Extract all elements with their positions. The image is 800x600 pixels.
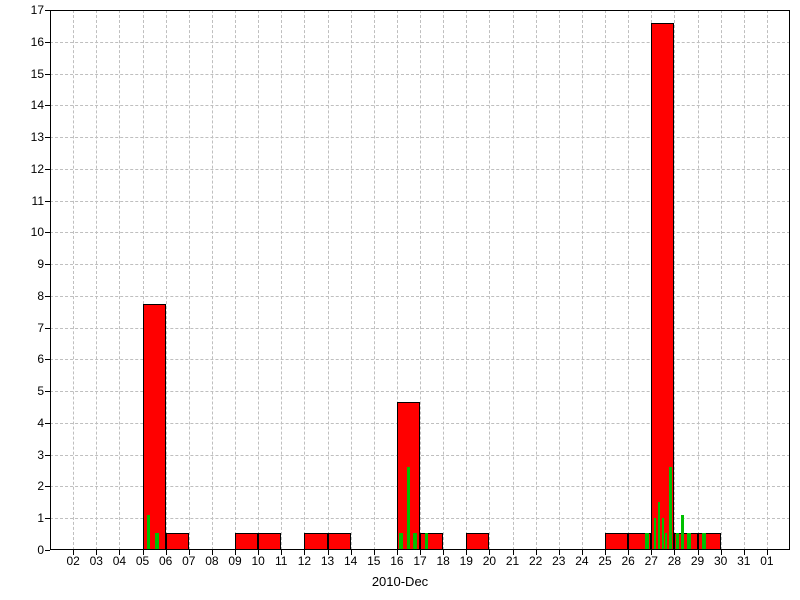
y-tick-label: 4 [37,416,50,430]
x-tick-label: 27 [645,550,658,568]
x-tick-label: 30 [714,550,727,568]
x-tick-label: 10 [251,550,264,568]
x-tick-label: 05 [136,550,149,568]
x-tick-label: 02 [66,550,79,568]
plot-area: 0123456789101112131415161702030405060708… [50,10,790,550]
x-tick-label: 08 [205,550,218,568]
x-tick-label: 23 [552,550,565,568]
y-tick-label: 17 [31,3,50,17]
x-tick-label: 20 [483,550,496,568]
y-tick-label: 9 [37,257,50,271]
x-tick-label: 15 [367,550,380,568]
y-tick-label: 16 [31,35,50,49]
y-tick-label: 8 [37,289,50,303]
y-tick-label: 2 [37,479,50,493]
y-tick-label: 14 [31,98,50,112]
x-tick-label: 14 [344,550,357,568]
x-tick-label: 24 [575,550,588,568]
x-tick-label: 17 [413,550,426,568]
x-tick-label: 29 [691,550,704,568]
x-tick-label: 12 [298,550,311,568]
bar-chart: 0123456789101112131415161702030405060708… [0,0,800,600]
x-tick-label: 18 [436,550,449,568]
x-tick-label: 11 [275,550,287,568]
y-tick-label: 11 [32,194,50,208]
y-tick-label: 12 [31,162,50,176]
y-tick-label: 1 [37,511,50,525]
y-tick-label: 6 [37,352,50,366]
x-tick-label: 21 [506,550,519,568]
y-tick-label: 0 [37,543,50,557]
x-tick-label: 26 [621,550,634,568]
x-tick-label: 22 [529,550,542,568]
x-axis-label: 2010-Dec [0,574,800,589]
x-tick-label: 28 [668,550,681,568]
y-tick-label: 15 [31,67,50,81]
x-tick-label: 01 [760,550,773,568]
x-tick-label: 31 [737,550,750,568]
y-tick-label: 10 [31,225,50,239]
x-tick-label: 25 [598,550,611,568]
x-tick-label: 03 [90,550,103,568]
x-tick-label: 16 [390,550,403,568]
x-tick-label: 06 [159,550,172,568]
y-tick-label: 13 [31,130,50,144]
x-tick-label: 13 [321,550,334,568]
y-tick-label: 7 [37,321,50,335]
y-tick-label: 3 [37,448,50,462]
x-tick-label: 07 [182,550,195,568]
axis-border [50,10,790,550]
x-tick-label: 09 [228,550,241,568]
x-tick-label: 19 [460,550,473,568]
x-tick-label: 04 [113,550,126,568]
y-tick-label: 5 [37,384,50,398]
